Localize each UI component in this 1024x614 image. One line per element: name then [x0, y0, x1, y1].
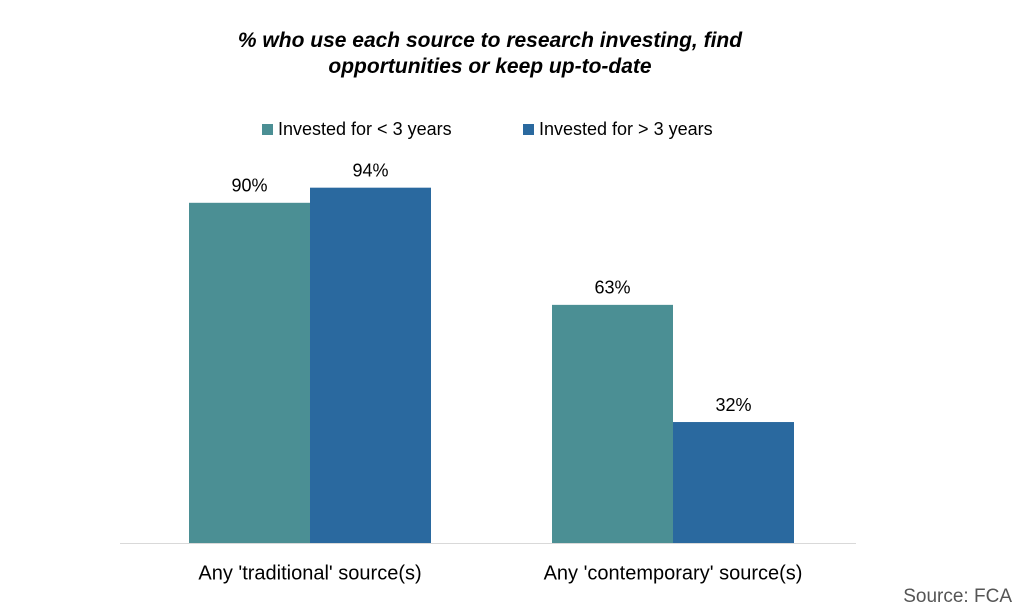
bar: [552, 304, 673, 543]
value-label: 94%: [352, 160, 388, 180]
x-tick-label: Any 'contemporary' source(s): [544, 562, 803, 584]
legend-label: Invested for < 3 years: [278, 119, 452, 139]
bar: [310, 187, 431, 543]
bar: [189, 202, 310, 544]
legend-label: Invested for > 3 years: [539, 119, 713, 139]
source: Source: FCA: [903, 586, 1012, 607]
chart-title: % who use each source to research invest…: [237, 29, 743, 78]
value-label: 63%: [594, 278, 630, 298]
bar: [673, 422, 794, 543]
legend-swatch: [262, 124, 273, 135]
x-tick-label: Any 'traditional' source(s): [198, 562, 421, 584]
value-label: 90%: [231, 176, 267, 196]
legend-swatch: [523, 124, 534, 135]
value-label: 32%: [715, 395, 751, 415]
